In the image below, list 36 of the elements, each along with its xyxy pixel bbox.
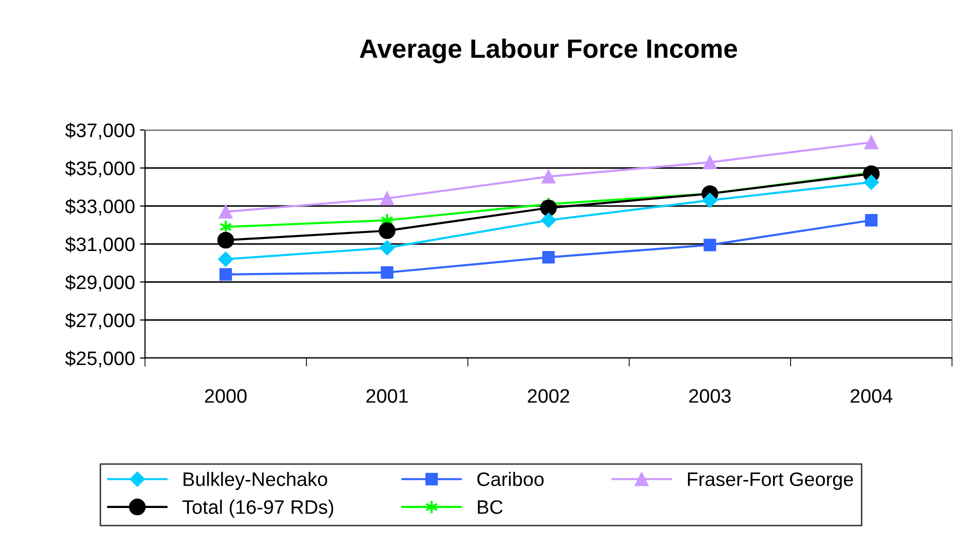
point: [380, 240, 395, 256]
y-tick-label: $31,000: [65, 236, 135, 254]
point: [540, 200, 557, 216]
y-tick-label: $25,000: [65, 350, 135, 368]
point: [378, 222, 396, 240]
legend-label: Cariboo: [477, 472, 544, 486]
x-tick-label: 2001: [366, 389, 408, 403]
x-tick-label: 2004: [850, 389, 892, 403]
x-tick-label: 2002: [528, 389, 570, 403]
point: [380, 191, 394, 206]
legend-label: Bulkley-Nechako: [184, 472, 328, 490]
y-tick-label: $37,000: [65, 122, 135, 140]
legend-label: Total (16-97 RDs): [182, 500, 334, 518]
point: [542, 251, 555, 264]
point: [217, 232, 234, 249]
point: [542, 170, 556, 184]
point: [704, 238, 716, 252]
point: [219, 268, 232, 281]
x-tick-label: 2003: [689, 389, 731, 403]
y-tick-label: $33,000: [65, 198, 135, 216]
y-tick-label: $29,000: [65, 274, 135, 292]
point: [864, 174, 879, 190]
y-tick-label: $35,000: [65, 160, 135, 178]
point: [380, 266, 394, 279]
point: [218, 252, 234, 267]
point: [218, 204, 233, 219]
legend-label: BC: [478, 500, 503, 514]
y-tick-label: $27,000: [65, 312, 135, 330]
point: [865, 214, 878, 226]
x-tick-label: 2000: [205, 389, 247, 403]
legend-label: Fraser-Fort George: [688, 472, 853, 490]
point: [864, 135, 878, 150]
chart-title: Average Labour Force Income: [360, 38, 738, 64]
point: [702, 192, 718, 208]
point: [540, 212, 556, 228]
point: [702, 155, 717, 170]
